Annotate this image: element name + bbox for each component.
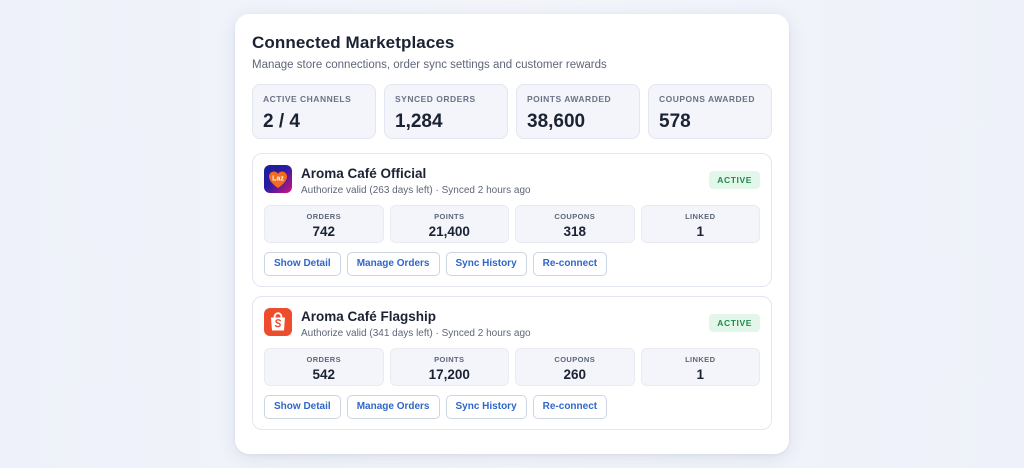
stat-label: SYNCED ORDERS <box>395 94 476 104</box>
metric-points: POINTS 17,200 <box>389 348 509 386</box>
channel-metrics: ORDERS 742 POINTS 21,400 COUPONS 318 LIN… <box>264 205 760 243</box>
stat-active-channels: ACTIVE CHANNELS 2 / 4 <box>252 84 376 139</box>
sync-history-button[interactable]: Sync History <box>445 395 527 419</box>
metric-orders: ORDERS 542 <box>264 348 384 386</box>
channel-info: Aroma Café Official Authorize valid (263… <box>301 165 531 197</box>
show-detail-button[interactable]: Show Detail <box>264 252 341 276</box>
channel-info: Aroma Café Flagship Authorize valid (341… <box>301 308 531 340</box>
metric-label: LINKED <box>685 212 716 221</box>
stat-value: 1,284 <box>395 111 443 132</box>
channel-name: Aroma Café Official <box>301 166 427 181</box>
metric-label: COUPONS <box>554 212 596 221</box>
channel-header: Aroma Café Flagship Authorize valid (341… <box>264 308 760 340</box>
stat-value: 38,600 <box>527 111 586 132</box>
stat-label: POINTS AWARDED <box>527 94 612 104</box>
status-badge: ACTIVE <box>709 171 760 189</box>
stat-value: 2 / 4 <box>263 111 300 132</box>
lazada-logo-icon: Laz <box>264 165 292 193</box>
sync-history-button[interactable]: Sync History <box>445 252 527 276</box>
manage-orders-button[interactable]: Manage Orders <box>346 252 440 276</box>
reconnect-button[interactable]: Re-connect <box>532 252 608 276</box>
metric-orders: ORDERS 742 <box>264 205 384 243</box>
channel-card-aroma-cafe-official: Laz Aroma Café Official Authorize valid … <box>252 153 772 287</box>
metric-label: POINTS <box>434 212 465 221</box>
channel-actions: Show Detail Manage Orders Sync History R… <box>264 252 760 276</box>
metric-coupons: COUPONS 318 <box>515 205 635 243</box>
metric-value: 260 <box>563 367 587 382</box>
lazada-logo-text: Laz <box>272 176 284 183</box>
metric-value: 1 <box>696 367 704 382</box>
channel-card-aroma-cafe-flagship: Aroma Café Flagship Authorize valid (341… <box>252 296 772 430</box>
channel-metrics: ORDERS 542 POINTS 17,200 COUPONS 260 LIN… <box>264 348 760 386</box>
stat-points-awarded: POINTS AWARDED 38,600 <box>516 84 640 139</box>
marketplaces-card: Connected Marketplaces Manage store conn… <box>235 14 789 454</box>
metric-value: 17,200 <box>428 367 470 382</box>
status-badge: ACTIVE <box>709 314 760 332</box>
metric-value: 742 <box>312 224 336 239</box>
stat-label: ACTIVE CHANNELS <box>263 94 352 104</box>
metric-label: ORDERS <box>306 212 341 221</box>
metric-value: 21,400 <box>428 224 470 239</box>
metric-label: LINKED <box>685 355 716 364</box>
metric-label: COUPONS <box>554 355 596 364</box>
reconnect-button[interactable]: Re-connect <box>532 395 608 419</box>
manage-orders-button[interactable]: Manage Orders <box>346 395 440 419</box>
page-title: Connected Marketplaces <box>252 33 455 52</box>
metric-value: 542 <box>312 367 336 382</box>
shopee-logo-icon <box>264 308 292 336</box>
channel-header: Laz Aroma Café Official Authorize valid … <box>264 165 760 197</box>
show-detail-button[interactable]: Show Detail <box>264 395 341 419</box>
channel-meta: Authorize valid (341 days left) · Synced… <box>301 328 531 339</box>
metric-coupons: COUPONS 260 <box>515 348 635 386</box>
stat-coupons-awarded: COUPONS AWARDED 578 <box>648 84 772 139</box>
channel-meta: Authorize valid (263 days left) · Synced… <box>301 185 531 196</box>
metric-linked: LINKED 1 <box>640 348 760 386</box>
metric-value: 1 <box>696 224 704 239</box>
metric-linked: LINKED 1 <box>640 205 760 243</box>
summary-stats: ACTIVE CHANNELS 2 / 4 SYNCED ORDERS 1,28… <box>252 84 772 139</box>
metric-value: 318 <box>563 224 587 239</box>
page-subtitle: Manage store connections, order sync set… <box>252 59 607 71</box>
metric-label: POINTS <box>434 355 465 364</box>
metric-points: POINTS 21,400 <box>389 205 509 243</box>
stat-synced-orders: SYNCED ORDERS 1,284 <box>384 84 508 139</box>
metric-label: ORDERS <box>306 355 341 364</box>
channel-name: Aroma Café Flagship <box>301 309 437 324</box>
stat-value: 578 <box>659 111 691 132</box>
channel-actions: Show Detail Manage Orders Sync History R… <box>264 395 760 419</box>
stat-label: COUPONS AWARDED <box>659 94 755 104</box>
